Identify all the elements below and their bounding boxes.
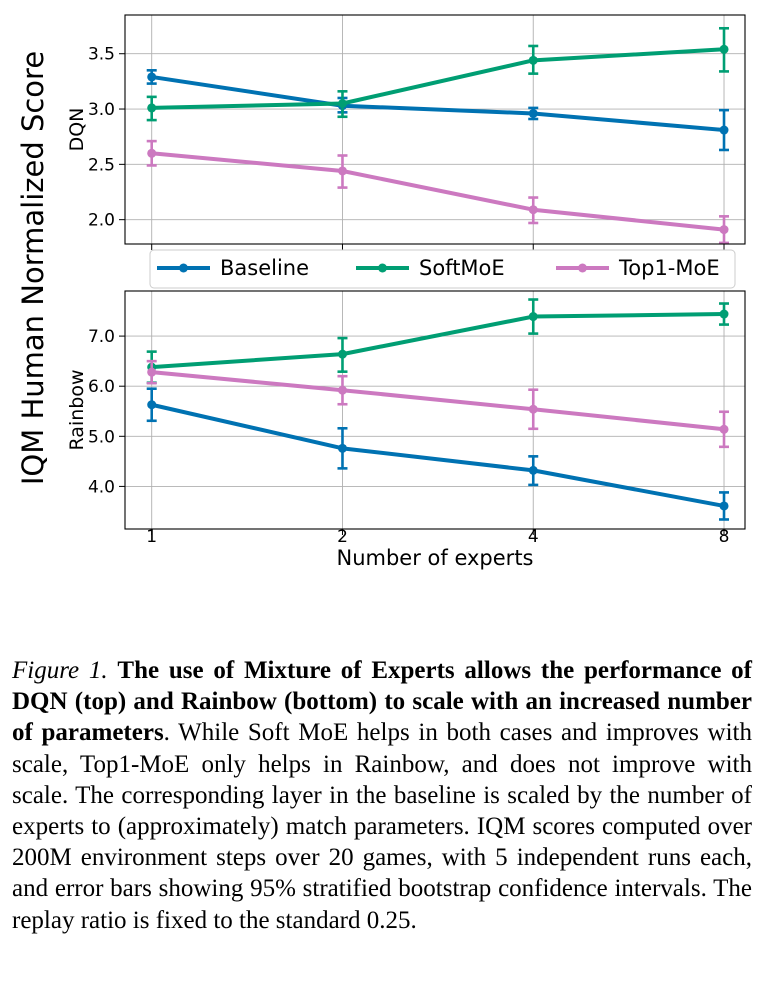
legend-softmoe-marker bbox=[378, 263, 387, 273]
top1-moe-point bbox=[337, 166, 347, 176]
caption-bold-text: The use of Mixture of Experts allows the… bbox=[12, 657, 753, 747]
x-tick-label: 4 bbox=[528, 527, 539, 547]
softmoe-line bbox=[151, 312, 725, 370]
baseline-line bbox=[151, 74, 725, 133]
legend-box bbox=[149, 249, 736, 289]
top1-moe-point bbox=[528, 404, 538, 414]
baseline-point bbox=[147, 400, 157, 410]
baseline-point bbox=[147, 72, 157, 82]
x-axis: 1 2 4 8 bbox=[146, 527, 729, 547]
legend-baseline-marker bbox=[179, 263, 188, 273]
baseline-point bbox=[719, 501, 729, 511]
top1-moe-point bbox=[147, 367, 157, 377]
y-tick-label: 4.0 bbox=[88, 477, 115, 497]
baseline-point bbox=[528, 465, 538, 475]
baseline-point bbox=[719, 125, 729, 135]
baseline-point bbox=[528, 108, 538, 118]
panel-ylabel: DQN bbox=[66, 108, 88, 152]
softmoe-point bbox=[337, 99, 347, 109]
baseline-line bbox=[151, 402, 725, 508]
softmoe-point bbox=[528, 312, 538, 322]
top1-moe-point bbox=[147, 148, 157, 158]
plot-frame bbox=[124, 14, 746, 245]
x-tick-label: 2 bbox=[337, 527, 348, 547]
softmoe-point bbox=[719, 44, 729, 54]
softmoe-line bbox=[151, 47, 725, 110]
y-tick-label: 2.5 bbox=[88, 155, 115, 175]
caption-text: . While Soft MoE helps in both cases and… bbox=[12, 719, 752, 934]
y-tick-label: 3.5 bbox=[88, 45, 115, 65]
y-tick-label: 2.0 bbox=[88, 211, 115, 231]
panel-ylabel: Rainbow bbox=[66, 370, 88, 451]
softmoe-point bbox=[719, 309, 729, 319]
legend-baseline-label: Baseline bbox=[220, 256, 309, 280]
legend-softmoe-label: SoftMoE bbox=[419, 256, 505, 280]
y-tick-label: 7.0 bbox=[88, 327, 115, 347]
top1-moe-point bbox=[528, 205, 538, 215]
figure-caption: Figure 1. The use of Mixture of Experts … bbox=[12, 655, 752, 936]
rainbow-panel: 4.0 5.0 6.0 7.0 Rainbow bbox=[66, 290, 746, 535]
softmoe-point bbox=[337, 349, 347, 359]
legend-top1-moe-label: Top1-MoE bbox=[618, 256, 720, 280]
x-axis-label: Number of experts bbox=[337, 546, 534, 570]
x-tick-label: 1 bbox=[146, 527, 157, 547]
caption-label: Figure 1. bbox=[12, 657, 108, 684]
y-axis-label: IQM Human Normalized Score bbox=[16, 51, 50, 485]
top1-moe-point bbox=[719, 424, 729, 434]
softmoe-point bbox=[528, 55, 538, 65]
top1-moe-point bbox=[337, 385, 347, 395]
softmoe-point bbox=[147, 103, 157, 113]
legend-top1-moe-marker bbox=[578, 263, 587, 273]
legend: Baseline SoftMoE Top1-MoE bbox=[149, 249, 736, 289]
baseline-point bbox=[337, 443, 347, 453]
plot-frame bbox=[124, 290, 746, 530]
top1-moe-point bbox=[719, 225, 729, 235]
y-tick-label: 6.0 bbox=[88, 377, 115, 397]
y-tick-label: 5.0 bbox=[88, 427, 115, 447]
top1-moe-line bbox=[151, 151, 725, 232]
dqn-panel: 2.0 2.5 3.0 3.5 DQN bbox=[66, 14, 746, 250]
top1-moe-line bbox=[151, 370, 725, 432]
figure-chart: IQM Human Normalized Score 2.0 2.5 3.0 3.5 D… bbox=[16, 14, 746, 570]
y-tick-label: 3.0 bbox=[88, 100, 115, 120]
x-tick-label: 8 bbox=[719, 527, 730, 547]
